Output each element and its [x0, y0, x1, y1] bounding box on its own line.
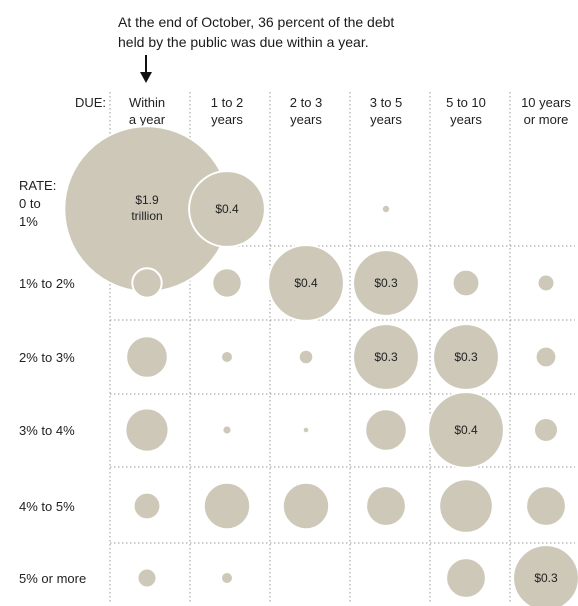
bubble — [534, 345, 558, 369]
bubble — [536, 273, 556, 293]
bubble — [445, 557, 487, 599]
bubble — [352, 249, 420, 317]
row-header: 3% to 4% — [19, 423, 75, 438]
column-header-line2: a year — [129, 112, 166, 127]
bubble-labels: $1.9 trillion $0.4 $0.4 $0.3 $0.3 $0.3 $0.4 $0.3 — [131, 193, 558, 585]
bubble-label: $0.3 — [534, 571, 558, 585]
annotation-line-2: held by the public was due within a year… — [118, 34, 369, 50]
bubble-label: $0.3 — [374, 276, 398, 290]
bubble — [132, 491, 162, 521]
annotation-line-1: At the end of October, 36 percent of the… — [118, 14, 395, 30]
bubble — [365, 485, 407, 527]
bubble — [136, 567, 158, 589]
bubble — [432, 323, 500, 391]
column-header-line1: 2 to 3 — [290, 95, 323, 110]
down-arrow-icon — [140, 55, 152, 83]
bubble — [512, 544, 578, 606]
bubble-label: $0.4 — [454, 423, 478, 437]
row-header: 1% to 2% — [19, 276, 75, 291]
bubble — [267, 244, 345, 322]
row-header: 5% or more — [19, 571, 86, 586]
bubble — [125, 335, 169, 379]
bubble — [297, 348, 315, 366]
row-header: 2% to 3% — [19, 350, 75, 365]
bubble — [380, 203, 392, 215]
bubble — [211, 267, 243, 299]
annotation: At the end of October, 36 percent of the… — [118, 12, 538, 52]
column-header-line1: Within — [129, 95, 165, 110]
bubble — [438, 478, 494, 534]
bubble — [525, 485, 567, 527]
column-header-line1: 5 to 10 — [446, 95, 486, 110]
bubble — [533, 417, 559, 443]
column-header-line2: years — [290, 112, 322, 127]
due-axis-label: DUE: — [75, 95, 106, 110]
bubble — [202, 481, 252, 531]
bubble — [451, 268, 481, 298]
rate-axis-label: RATE: — [19, 178, 56, 193]
bubble-label: $0.3 — [454, 350, 478, 364]
bubble — [131, 267, 163, 299]
bubble-label: $0.4 — [215, 202, 239, 216]
bubble — [124, 407, 170, 453]
bubble — [221, 424, 233, 436]
bubble-label: $0.3 — [374, 350, 398, 364]
column-header-line2: years — [211, 112, 243, 127]
bubble — [352, 323, 420, 391]
bubble — [220, 350, 234, 364]
column-header-line1: 10 years — [521, 95, 571, 110]
column-header-line1: 3 to 5 — [370, 95, 403, 110]
column-header-line2: years — [370, 112, 402, 127]
column-header-line2: years — [450, 112, 482, 127]
bubble — [188, 170, 266, 248]
row-header-line1: 0 to — [19, 196, 41, 211]
bubble — [427, 391, 505, 469]
column-headers: Within a year 1 to 2 years 2 to 3 years 3 to 5… — [129, 95, 571, 127]
bubble — [220, 571, 234, 585]
row-header-line2: 1% — [19, 214, 38, 229]
column-header-line2: or more — [524, 112, 569, 127]
row-headers: 0 to 1% 1% to 2% 2% to 3% 3% to 4% 4% to 5% 5%… — [19, 196, 86, 586]
bubble-label: $1.9 — [135, 193, 159, 207]
bubble — [301, 425, 311, 435]
column-header-line1: 1 to 2 — [211, 95, 244, 110]
bubble — [364, 408, 408, 452]
row-header: 4% to 5% — [19, 499, 75, 514]
bubble-label: trillion — [131, 209, 162, 223]
bubble-label: $0.4 — [294, 276, 318, 290]
bubbles — [63, 125, 578, 606]
bubble — [281, 481, 331, 531]
